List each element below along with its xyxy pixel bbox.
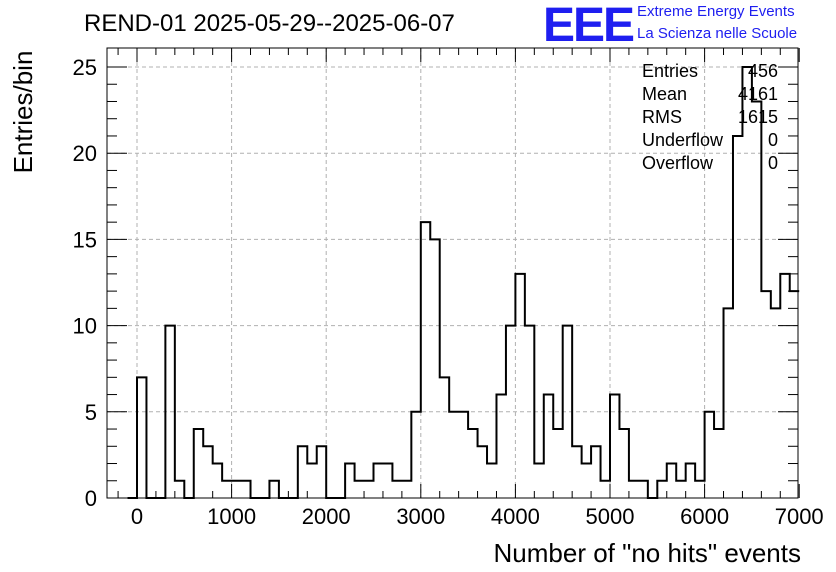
histogram-bin — [440, 377, 449, 498]
histogram-bin — [638, 481, 647, 498]
axis-labels: 0 1000 2000 3000 4000 5000 6000 7000 0 5 10 15 20 25 N… — [8, 51, 824, 568]
histogram-bin — [572, 446, 581, 498]
histogram-bin — [487, 464, 496, 498]
histogram-bin — [194, 429, 203, 498]
histogram-bin — [449, 412, 458, 498]
histogram-bin — [619, 429, 628, 498]
histogram-bin — [705, 412, 714, 498]
eee-logo: EEE — [543, 0, 635, 52]
histogram-bin — [667, 464, 676, 498]
histogram-bin — [534, 464, 543, 498]
histogram-bin — [544, 395, 553, 498]
histogram-bin — [761, 291, 770, 498]
histogram-bin — [298, 446, 307, 498]
histogram-bin — [582, 464, 591, 498]
y-tick-label: 15 — [73, 227, 97, 252]
stats-label: Underflow — [642, 130, 724, 150]
histogram-bin — [411, 412, 420, 498]
histogram-bin — [657, 481, 666, 498]
histogram-bin — [213, 464, 222, 498]
histogram-bin — [686, 464, 695, 498]
histogram-bin — [317, 446, 326, 498]
y-tick-label: 10 — [73, 314, 97, 339]
histogram-bin — [771, 308, 780, 498]
logo-line-1: Extreme Energy Events — [637, 3, 795, 20]
stats-label: Overflow — [642, 153, 714, 173]
histogram-bin — [241, 481, 250, 498]
histogram-bin — [392, 481, 401, 498]
stats-value: 0 — [768, 153, 778, 173]
chart-title: REND-01 2025-05-29--2025-06-07 — [84, 10, 455, 37]
histogram-bin — [222, 481, 231, 498]
histogram-bin — [676, 481, 685, 498]
histogram-bin — [421, 222, 430, 498]
histogram-bin — [364, 481, 373, 498]
y-axis-title: Entries/bin — [8, 51, 38, 174]
stats-value: 0 — [768, 130, 778, 150]
histogram-bin — [383, 464, 392, 498]
histogram-series — [127, 66, 800, 499]
axis-ticks — [107, 48, 800, 499]
histogram-bin — [307, 464, 316, 498]
plot-frame — [106, 47, 799, 499]
y-tick-label: 5 — [85, 400, 97, 425]
histogram-bin — [733, 136, 742, 498]
stats-label: Mean — [642, 84, 687, 104]
histogram-bin — [175, 481, 184, 498]
histogram-bin — [345, 464, 354, 498]
y-tick-label: 0 — [85, 486, 97, 511]
histogram-bin — [478, 446, 487, 498]
stats-label: RMS — [642, 107, 682, 127]
histogram-bin — [269, 481, 278, 498]
stats-box: Entries 456 Mean 4161 RMS 1615 Underflow 0 Overf… — [642, 61, 778, 173]
x-tick-label: 1000 — [207, 504, 256, 529]
x-axis-title: Number of "no hits" events — [494, 538, 802, 568]
histogram-bin — [601, 481, 610, 498]
histogram-bin — [496, 395, 505, 498]
histogram-bin — [165, 326, 174, 498]
histogram-bin — [525, 326, 534, 498]
histogram-bin — [468, 429, 477, 498]
histogram-bin — [232, 481, 241, 498]
histogram-bin — [459, 412, 468, 498]
x-tick-label: 6000 — [680, 504, 729, 529]
histogram-bin — [742, 67, 751, 498]
histogram-bin — [506, 326, 515, 498]
histogram-bin — [752, 101, 761, 498]
histogram-bin — [355, 481, 364, 498]
histogram-bin — [629, 481, 638, 498]
histogram-bin — [402, 481, 411, 498]
stats-label: Entries — [642, 61, 698, 81]
histogram-outline — [127, 66, 800, 499]
y-tick-label: 25 — [73, 55, 97, 80]
histogram-bin — [515, 274, 524, 498]
logo-line-2: La Scienza nelle Scuole — [637, 25, 798, 42]
x-tick-label: 2000 — [302, 504, 351, 529]
x-tick-label: 4000 — [491, 504, 540, 529]
histogram-bin — [553, 429, 562, 498]
histogram-bin — [724, 308, 733, 498]
histogram-bin — [780, 274, 789, 498]
histogram-bin — [137, 377, 146, 498]
x-tick-label: 0 — [131, 504, 143, 529]
histogram-bin — [203, 446, 212, 498]
x-tick-label: 3000 — [396, 504, 445, 529]
histogram-bin — [591, 446, 600, 498]
histogram-bin — [430, 239, 439, 498]
histogram-bin — [563, 326, 572, 498]
stats-value: 456 — [748, 61, 778, 81]
histogram-bin — [374, 464, 383, 498]
x-tick-label: 7000 — [775, 504, 824, 529]
histogram-bin — [610, 395, 619, 498]
y-tick-label: 20 — [73, 141, 97, 166]
histogram-bin — [695, 481, 704, 498]
stats-value: 1615 — [738, 107, 778, 127]
histogram-bin — [714, 429, 723, 498]
axes — [106, 47, 799, 499]
stats-value: 4161 — [738, 84, 778, 104]
x-tick-label: 5000 — [586, 504, 635, 529]
